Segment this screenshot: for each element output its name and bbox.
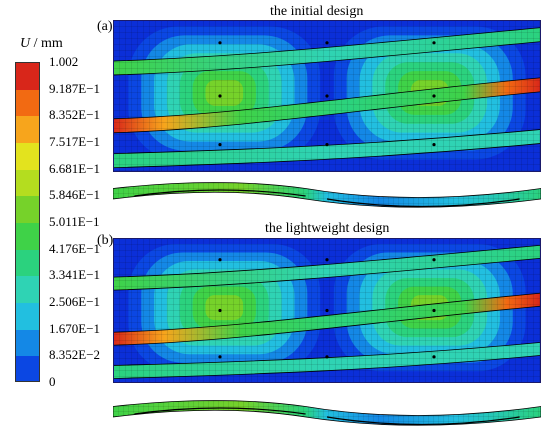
panel-a-side-view: [113, 182, 541, 208]
legend-label: 5.846E−1: [49, 187, 101, 203]
stiffener-mesh: [113, 129, 541, 168]
panel-a-title: the initial design: [270, 4, 364, 19]
node-mark: [218, 41, 222, 45]
panel-a-top-view: [113, 20, 541, 172]
legend-label: 6.681E−1: [49, 160, 101, 176]
legend-label: 1.002: [49, 54, 79, 69]
stiffener-mesh: [113, 342, 541, 379]
legend-color-bar: [15, 62, 40, 382]
legend-swatch: [16, 196, 39, 223]
legend-label: 3.341E−1: [49, 267, 101, 283]
legend-swatch: [16, 63, 39, 90]
legend-title-symbol: U: [20, 36, 31, 51]
legend-title: U / mm: [20, 36, 63, 52]
legend-swatch: [16, 356, 39, 381]
legend-swatch: [16, 116, 39, 143]
stiffener-curve: [326, 416, 520, 426]
node-mark: [218, 355, 222, 359]
legend-label: 7.517E−1: [49, 134, 101, 149]
deformed-plate-mesh: [113, 182, 541, 208]
node-mark: [325, 355, 329, 359]
panel-b-top-view: [113, 238, 541, 383]
node-mark: [325, 143, 329, 147]
legend-swatch: [16, 142, 39, 170]
plate-border: [113, 238, 541, 383]
legend-swatch: [16, 222, 39, 250]
node-mark: [218, 94, 222, 98]
legend-swatch: [16, 329, 39, 357]
stiffener-mesh: [113, 77, 541, 133]
node-mark: [325, 41, 329, 45]
node-mark: [325, 94, 329, 98]
legend-label: 1.670E−1: [49, 320, 101, 336]
legend-label: 8.352E−1: [49, 107, 101, 123]
node-mark: [432, 94, 436, 98]
stiffener-mesh: [113, 27, 541, 76]
legend-label: 4.176E−1: [49, 240, 101, 256]
stiffener-mesh: [113, 293, 541, 346]
stiffener-curve: [134, 407, 306, 415]
legend-label: 2.506E−1: [49, 294, 101, 309]
legend-label: 8.352E−2: [49, 347, 101, 363]
node-mark: [218, 258, 222, 262]
node-mark: [218, 143, 222, 147]
node-mark: [432, 355, 436, 359]
node-mark: [432, 308, 436, 313]
stiffener-curve: [134, 189, 306, 197]
panel-b-letter: (b): [97, 233, 114, 248]
node-mark: [325, 258, 329, 262]
panel-a-letter: (a): [97, 19, 113, 34]
node-mark: [432, 143, 436, 147]
stiffener-mesh: [113, 245, 541, 291]
node-mark: [325, 308, 329, 313]
legend-title-unit: / mm: [33, 36, 63, 51]
legend-swatch: [16, 302, 39, 330]
stiffener-curve: [326, 198, 520, 208]
node-mark: [432, 258, 436, 262]
legend-label: 5.011E−1: [49, 214, 100, 229]
panel-b-title: the lightweight design: [265, 221, 390, 236]
legend-swatch: [16, 89, 39, 117]
plate-border: [113, 20, 541, 172]
legend-swatch: [16, 276, 39, 303]
node-mark: [218, 308, 222, 313]
legend-label: 9.187E−1: [49, 80, 101, 96]
legend-label: 0: [49, 374, 56, 389]
legend-swatch: [16, 249, 39, 277]
node-mark: [432, 41, 436, 45]
panel-b-side-view: [113, 400, 541, 426]
deformed-plate-mesh: [113, 400, 541, 426]
legend-swatch: [16, 169, 39, 197]
